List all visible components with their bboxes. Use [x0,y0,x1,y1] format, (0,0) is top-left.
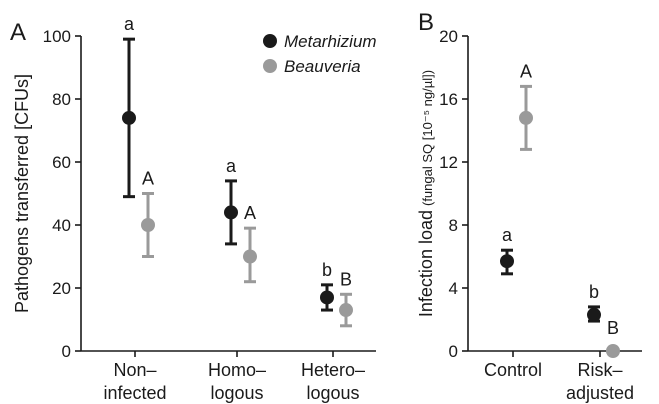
y-tick-label: 0 [449,342,458,361]
y-axis-label-unit: (fungal SQ [10⁻⁵ ng/µl]) [420,70,435,206]
significance-letter: B [340,269,352,289]
significance-letter: A [244,203,256,223]
y-tick-label: 0 [62,342,71,361]
y-axis-label-main: Infection load [416,210,436,317]
x-tick-label: Risk– [577,360,622,380]
y-tick-label: 80 [52,90,71,109]
y-tick-label: 16 [439,90,458,109]
panel-b: 0 4 8 12 16 20 Control Risk– adjusted Infection l… [416,9,642,403]
data-point [339,303,353,318]
y-axis-label: Pathogens transferred [CFUs] [12,74,32,313]
x-tick-label: Hetero– [301,360,365,380]
significance-letter: a [124,14,135,34]
x-tick-label: Homo– [208,360,266,380]
significance-letter: b [322,260,332,280]
significance-letter: A [142,169,154,189]
data-point [587,307,601,322]
data-point [224,205,238,220]
x-tick-label: infected [103,383,166,403]
legend-label: Beauveria [284,57,361,76]
y-axis-label-main: Pathogens transferred [CFUs] [12,74,32,313]
panel-label: B [418,9,434,36]
data-point [500,254,514,269]
legend-label: Metarhizium [284,32,377,51]
significance-letter: A [520,61,532,81]
y-tick-label: 8 [449,216,458,235]
legend-marker [263,34,277,48]
legend-marker [263,59,277,73]
x-tick-label: Non– [113,360,156,380]
significance-letter: B [607,318,619,338]
data-point [519,110,533,125]
significance-letter: a [226,156,237,176]
y-tick-label: 40 [52,216,71,235]
data-point [606,344,620,358]
data-point [122,110,136,125]
y-tick-label: 4 [449,279,458,298]
panel-label: A [10,19,26,46]
data-point [320,290,334,305]
x-tick-label: Control [484,360,542,380]
panel-a: 0 20 40 60 80 100 Non– infected Homo– logous Heter… [10,14,377,403]
x-tick-label: logous [210,383,263,403]
significance-letter: a [502,225,513,245]
data-point [141,218,155,232]
x-tick-label: adjusted [566,383,634,403]
y-axis-label: Infection load (fungal SQ [10⁻⁵ ng/µl]) [416,70,436,317]
significance-letter: b [589,282,599,302]
y-tick-label: 100 [43,27,71,46]
y-tick-label: 20 [439,27,458,46]
x-tick-label: logous [306,383,359,403]
y-tick-label: 12 [439,153,458,172]
y-tick-label: 20 [52,279,71,298]
y-tick-label: 60 [52,153,71,172]
data-point [243,249,257,264]
